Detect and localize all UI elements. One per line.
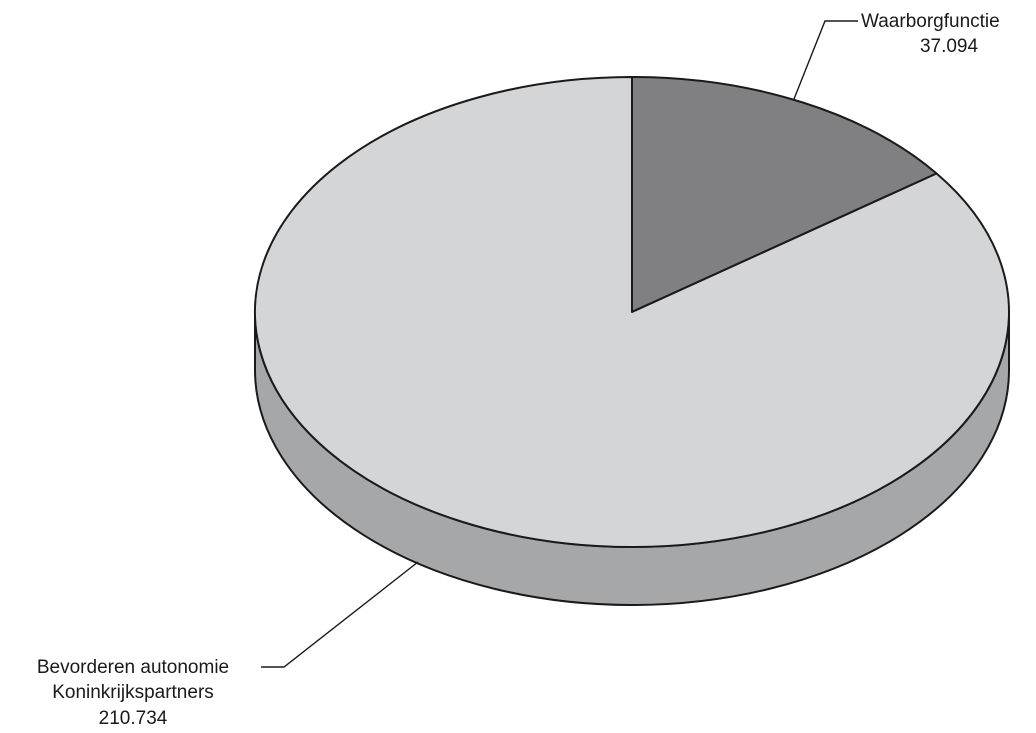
pie-slice-bevorderen-autonomie [254,76,1010,548]
leader-line-bevorderen-autonomie [261,561,419,668]
slice-label-bevorderen-line2: Koninkrijkspartners [52,682,214,703]
slice-label-bevorderen-autonomie: Bevorderen autonomie Koninkrijkspartners… [37,657,229,729]
slice-label-waarborgfunctie-value: 37.094 [920,36,979,57]
slice-label-waarborgfunctie-name: Waarborgfunctie [861,11,1000,32]
slice-label-bevorderen-line1: Bevorderen autonomie [37,657,229,678]
slice-label-waarborgfunctie: Waarborgfunctie 37.094 [861,11,1000,57]
pie-3d-body [254,76,1010,606]
pie-slice-waarborgfunctie [631,76,938,313]
leader-line-waarborgfunctie [793,20,858,100]
leader-lines [261,20,858,668]
slice-label-bevorderen-value: 210.734 [99,708,168,729]
